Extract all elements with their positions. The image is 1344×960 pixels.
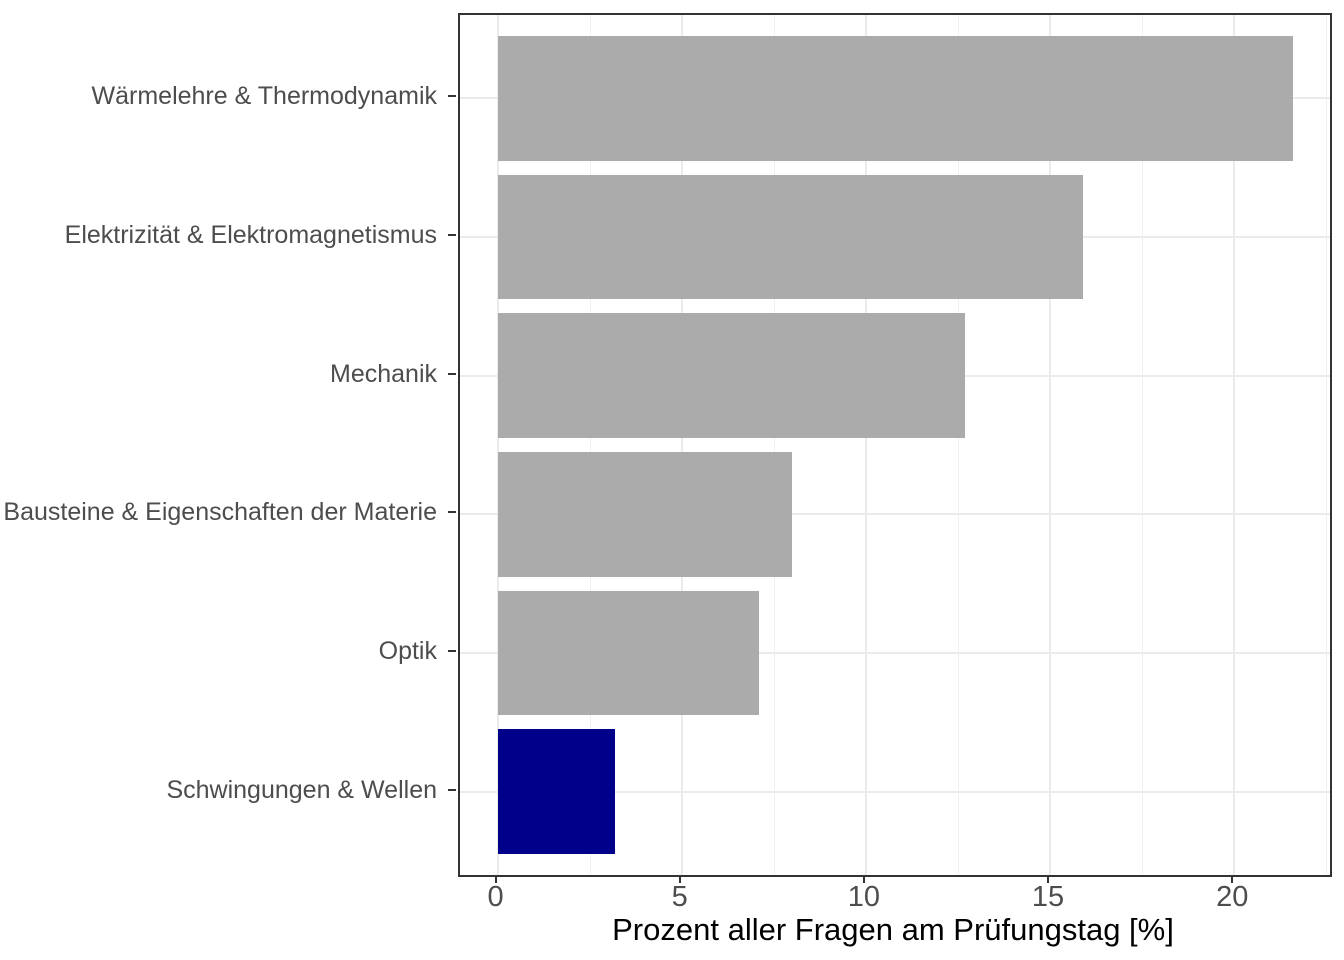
y-tick-mark [448,95,456,98]
x-tick-label: 10 [847,881,881,913]
v-gridline-minor [1326,15,1327,875]
plot-panel [458,13,1332,877]
x-tick-label: 5 [671,881,688,913]
y-tick-mark [448,788,456,791]
y-tick-mark [448,650,456,653]
x-tick-mark [1047,875,1050,883]
v-gridline-minor [774,15,775,875]
v-gridline-major [680,15,683,875]
y-tick-mark [448,372,456,375]
x-tick-label: 15 [1031,881,1065,913]
h-gridline [460,513,1330,516]
y-axis-label: Wärmelehre & Thermodynamik [91,82,437,111]
y-axis-label: Bausteine & Eigenschaften der Materie [3,498,437,527]
x-tick-label: 0 [487,881,504,913]
x-tick-mark [862,875,865,883]
v-gridline-minor [1142,15,1143,875]
v-gridline-minor [958,15,959,875]
v-gridline-major [864,15,867,875]
bar-6 [497,729,616,855]
h-gridline [460,652,1330,655]
bar-3 [497,313,966,439]
v-gridline-minor [590,15,591,875]
y-axis-label: Schwingungen & Wellen [166,775,437,804]
h-gridline [460,790,1330,793]
x-tick-mark [678,875,681,883]
y-axis-label: Elektrizität & Elektromagnetismus [64,220,437,249]
v-gridline-major [1233,15,1236,875]
v-gridline-major [496,15,499,875]
x-tick-mark [494,875,497,883]
y-tick-mark [448,511,456,514]
bar-5 [497,590,760,716]
y-tick-mark [448,233,456,236]
x-axis-title: Prozent aller Fragen am Prüfungstag [%] [612,912,1174,947]
y-axis-label: Optik [378,637,437,666]
bar-2 [497,174,1084,300]
bar-1 [497,35,1294,161]
bar-4 [497,451,793,577]
v-gridline-major [1049,15,1052,875]
x-tick-label: 20 [1216,881,1249,913]
x-tick-mark [1231,875,1234,883]
y-axis-label: Mechanik [330,359,437,388]
